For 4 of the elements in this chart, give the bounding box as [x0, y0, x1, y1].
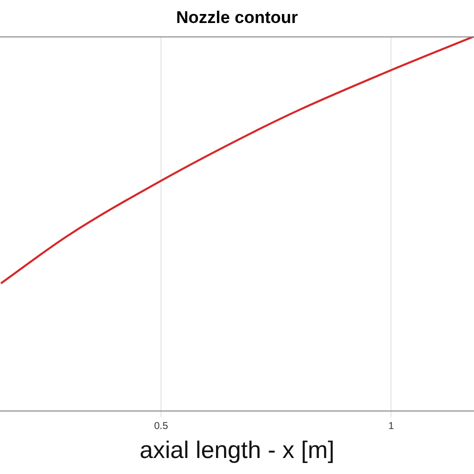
x-tick-label: 1	[388, 420, 394, 432]
x-tick-label: 0.5	[154, 420, 168, 432]
x-axis-title: axial length - x [m]	[140, 437, 334, 464]
chart-title: Nozzle contour	[176, 8, 298, 27]
